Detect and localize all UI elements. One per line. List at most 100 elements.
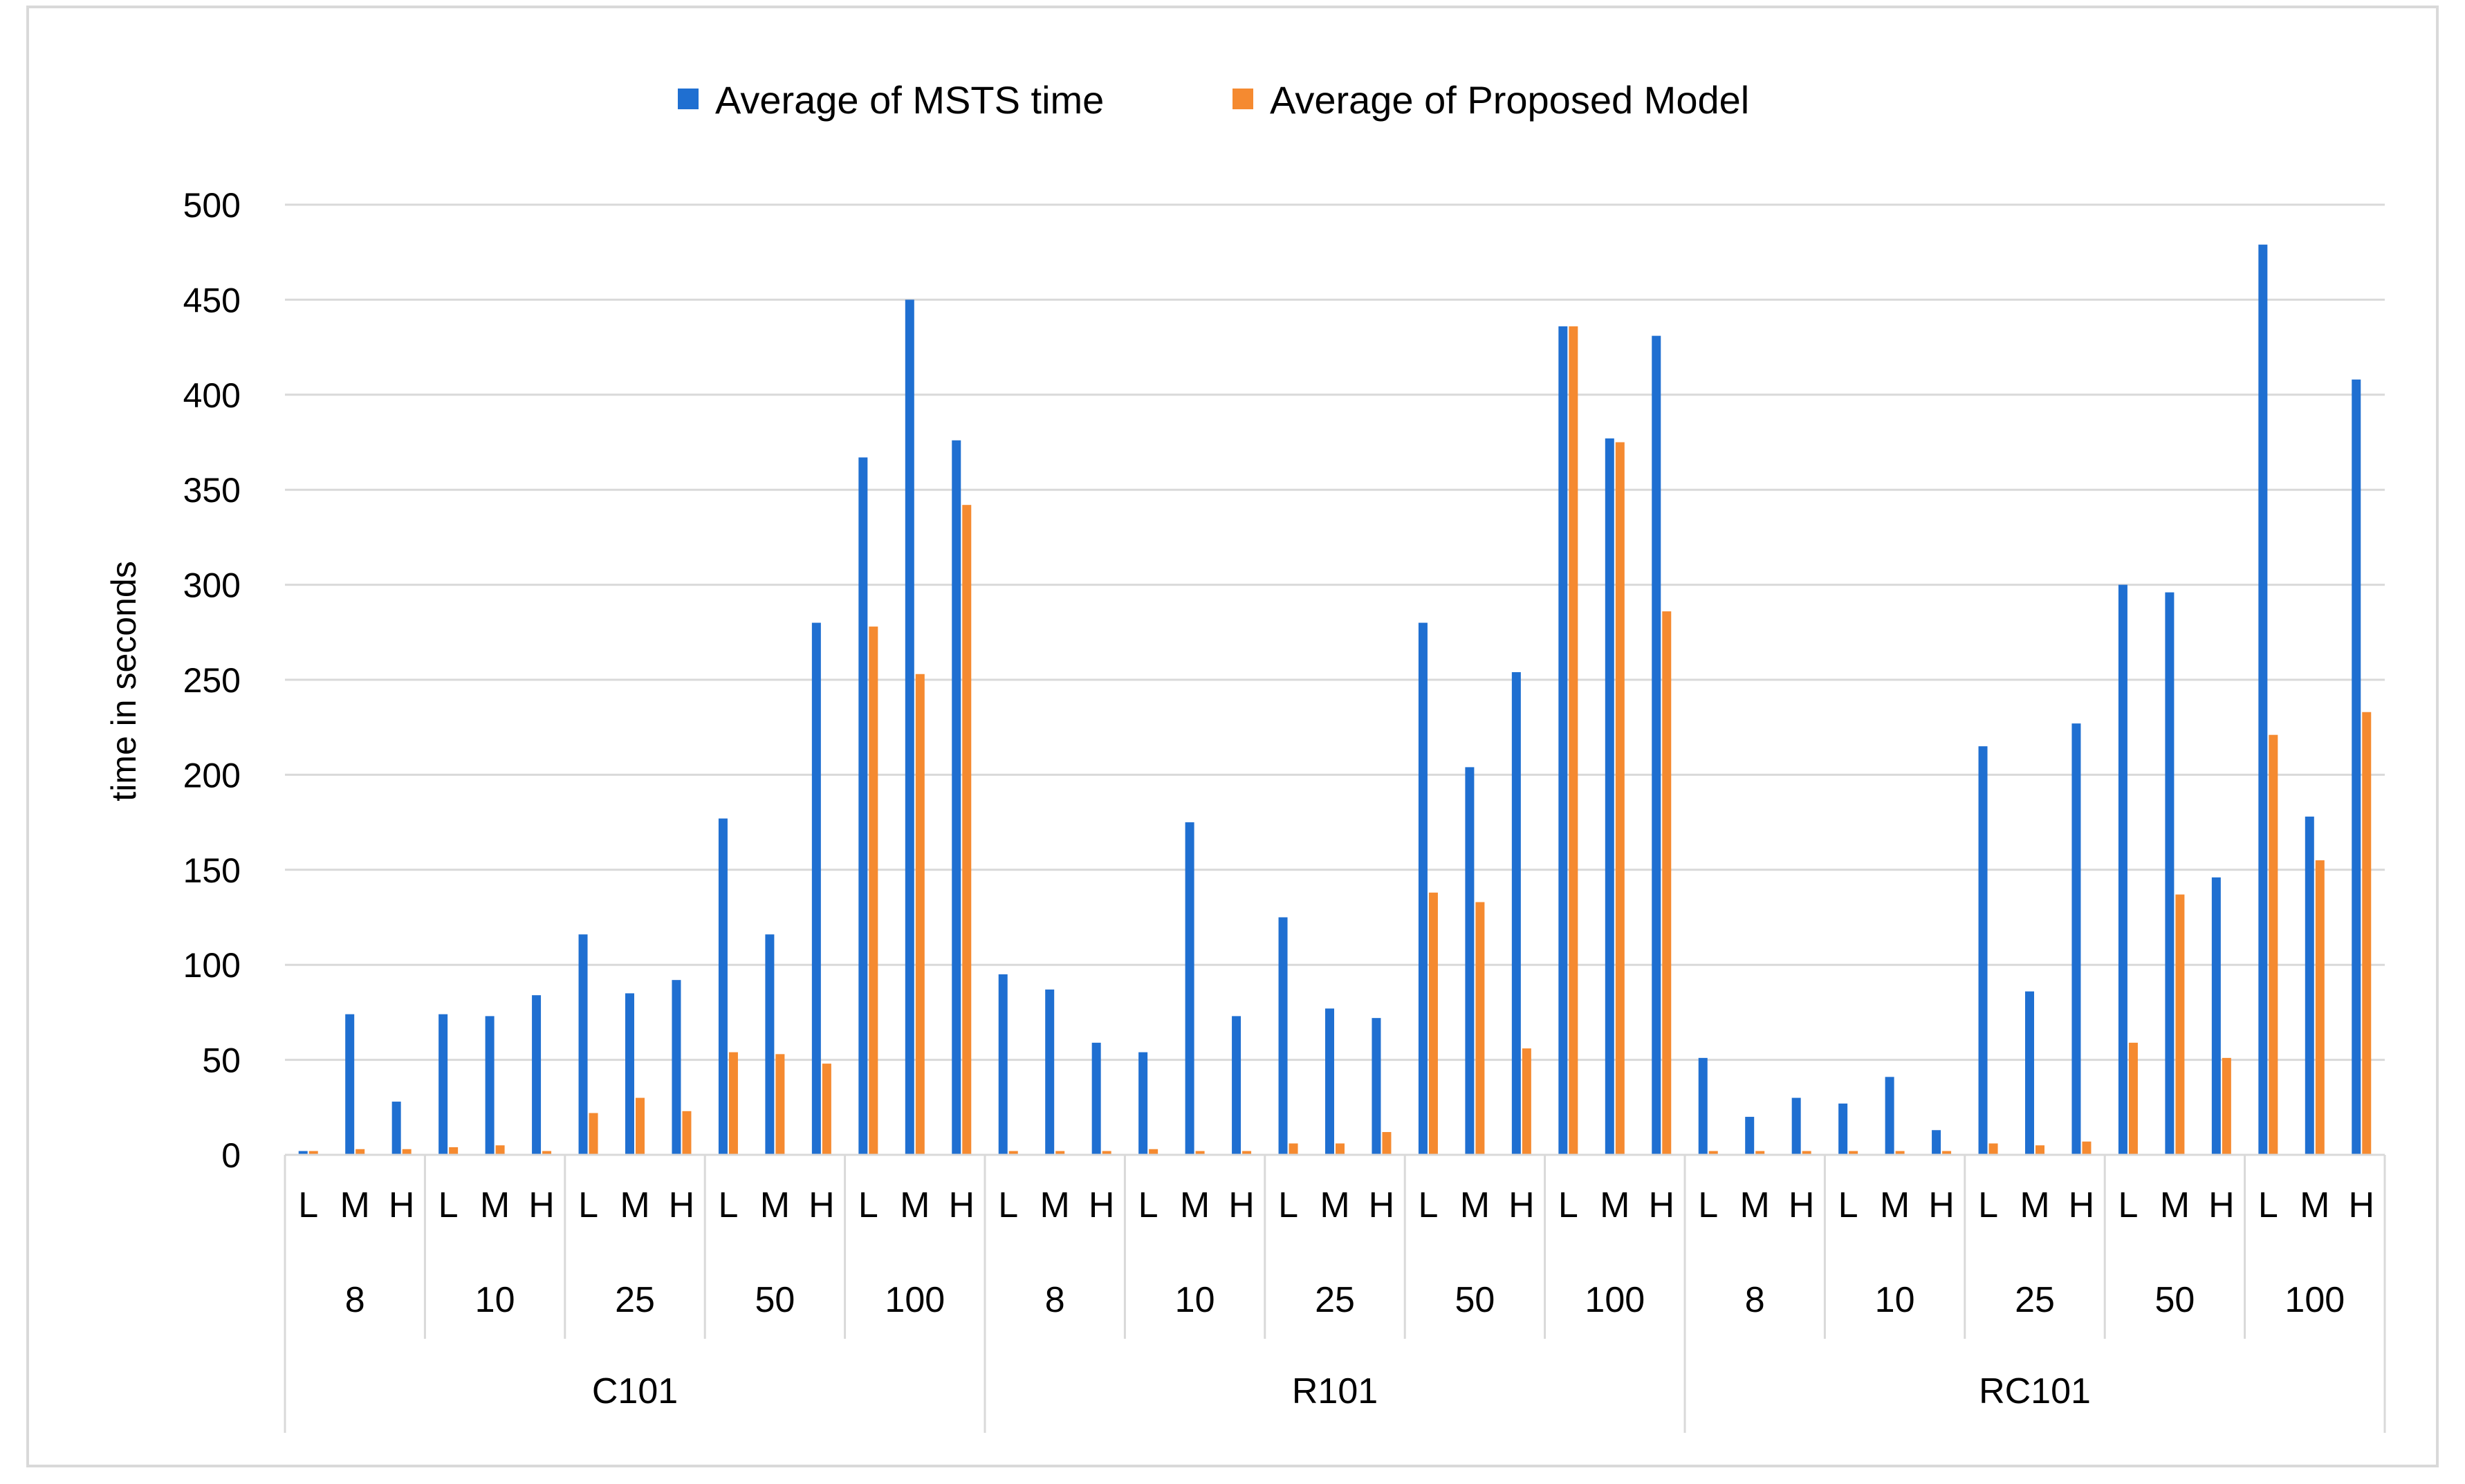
bar-msts (485, 1016, 495, 1155)
group-label: C101 (592, 1371, 678, 1411)
level-label: M (1460, 1185, 1490, 1225)
level-label: H (2348, 1185, 2374, 1225)
bar-msts (1278, 917, 1288, 1155)
bar-msts (765, 934, 775, 1155)
bar-proposed (1008, 1151, 1018, 1155)
bar-proposed (728, 1052, 738, 1155)
bar-msts (1558, 326, 1568, 1155)
level-label: H (1508, 1185, 1535, 1225)
level-label: M (900, 1185, 930, 1225)
level-label: L (438, 1185, 459, 1225)
y-tick-label: 500 (183, 186, 241, 225)
bar-proposed (449, 1147, 459, 1155)
size-label: 10 (475, 1280, 515, 1320)
bar-msts (2352, 379, 2361, 1156)
bar-msts (1091, 1042, 1101, 1155)
level-label: M (1600, 1185, 1630, 1225)
bar-msts (438, 1014, 448, 1155)
size-label: 8 (1745, 1280, 1765, 1320)
y-tick-label: 150 (183, 851, 241, 890)
level-label: M (1180, 1185, 1210, 1225)
bar-msts (718, 818, 728, 1155)
bar-msts (905, 299, 914, 1155)
bar-msts (391, 1102, 401, 1155)
size-label: 100 (2284, 1280, 2345, 1320)
y-tick-label: 200 (183, 756, 241, 795)
bars (298, 244, 2372, 1156)
level-label: M (480, 1185, 510, 1225)
bar-msts (532, 995, 542, 1155)
bar-msts (2071, 723, 2081, 1155)
bar-proposed (1755, 1151, 1765, 1155)
level-label: H (809, 1185, 835, 1225)
bar-proposed (1662, 611, 1672, 1155)
bar-proposed (1382, 1132, 1392, 1155)
bar-msts (2118, 584, 2127, 1155)
bar-proposed (1615, 442, 1625, 1155)
bar-proposed (2222, 1057, 2231, 1155)
bar-proposed (2175, 894, 2185, 1155)
bar-proposed (1289, 1143, 1298, 1155)
bar-proposed (915, 674, 925, 1155)
size-label: 8 (1045, 1280, 1065, 1320)
bar-msts (2258, 244, 2268, 1155)
size-label: 25 (615, 1280, 655, 1320)
y-tick-label: 400 (183, 376, 241, 415)
bar-msts (1745, 1117, 1755, 1155)
bar-proposed (1149, 1149, 1158, 1155)
bar-proposed (1988, 1143, 1998, 1155)
legend: Average of MSTS time Average of Proposed… (678, 78, 1749, 122)
level-label: L (2118, 1185, 2138, 1225)
level-label: H (389, 1185, 415, 1225)
size-label: 25 (1315, 1280, 1355, 1320)
bar-msts (1698, 1057, 1708, 1155)
legend-label-msts: Average of MSTS time (715, 78, 1104, 122)
level-label: H (2069, 1185, 2095, 1225)
legend-swatch-proposed (1232, 89, 1253, 109)
bar-proposed (2035, 1145, 2044, 1155)
level-label: L (1698, 1185, 1718, 1225)
bar-proposed (822, 1064, 831, 1155)
bar-msts (1605, 438, 1614, 1155)
level-label: H (1369, 1185, 1395, 1225)
y-tick-label: 250 (183, 661, 241, 700)
bar-msts (2025, 991, 2034, 1155)
bar-proposed (1055, 1151, 1065, 1155)
size-label: 50 (2154, 1280, 2195, 1320)
level-label: M (1740, 1185, 1770, 1225)
size-label: 10 (1875, 1280, 1915, 1320)
level-label: L (1418, 1185, 1438, 1225)
chart-frame (26, 6, 2439, 1467)
y-tick-label: 450 (183, 281, 241, 319)
bar-proposed (2269, 734, 2278, 1155)
bar-proposed (1942, 1151, 1952, 1155)
bar-msts (2165, 592, 2175, 1155)
size-label: 8 (345, 1280, 365, 1320)
level-label: M (2020, 1185, 2049, 1225)
size-label: 50 (1455, 1280, 1495, 1320)
level-label: M (1320, 1185, 1349, 1225)
bar-msts (1511, 672, 1521, 1155)
bar-proposed (775, 1054, 785, 1155)
bar-msts (811, 622, 821, 1155)
bar-proposed (2315, 860, 2325, 1155)
bar-proposed (2128, 1042, 2138, 1155)
bar-msts (2305, 816, 2314, 1155)
bar-msts (1932, 1130, 1941, 1155)
level-label: M (620, 1185, 649, 1225)
legend-swatch-msts (678, 89, 699, 109)
size-label: 25 (2015, 1280, 2055, 1320)
bar-msts (952, 440, 961, 1156)
y-tick-label: 100 (183, 946, 241, 985)
bar-proposed (542, 1151, 552, 1155)
bar-proposed (2362, 712, 2372, 1155)
bar-proposed (1336, 1143, 1345, 1155)
level-label: H (1789, 1185, 1815, 1225)
size-label: 10 (1175, 1280, 1215, 1320)
bar-msts (1978, 746, 1988, 1155)
level-label: M (1040, 1185, 1070, 1225)
size-label: 50 (755, 1280, 795, 1320)
level-label: L (998, 1185, 1018, 1225)
level-label: H (1928, 1185, 1955, 1225)
